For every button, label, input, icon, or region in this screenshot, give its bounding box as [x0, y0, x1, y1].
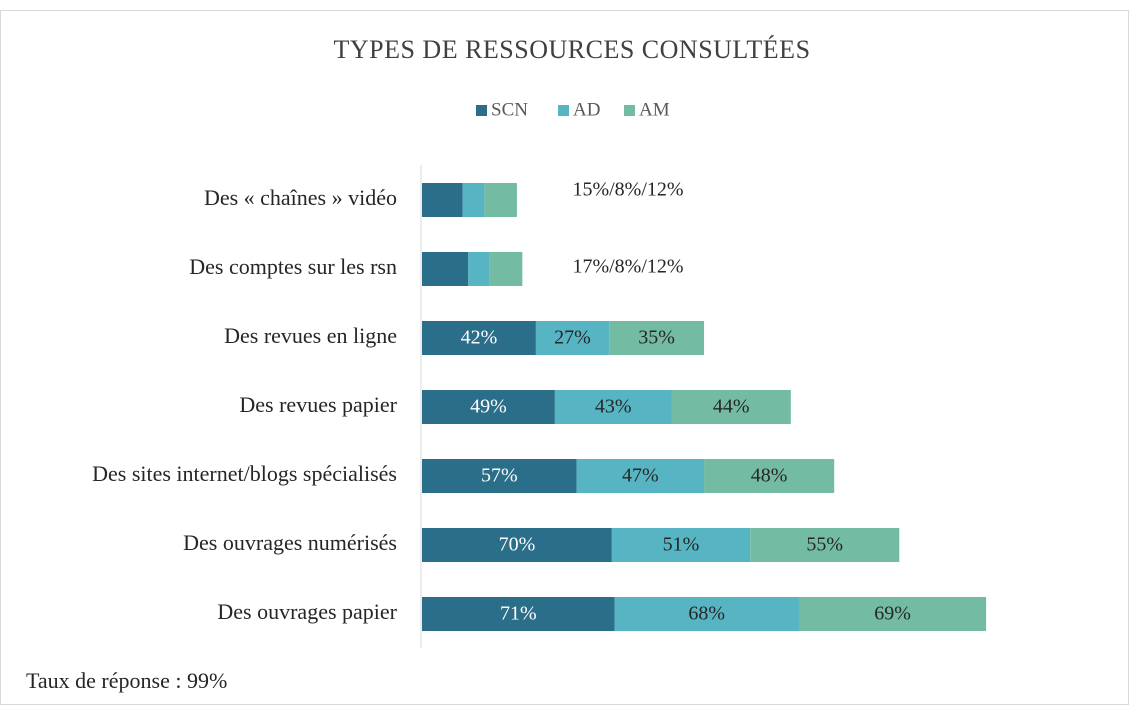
legend-label: AD — [573, 99, 600, 120]
value-label: 43% — [595, 396, 632, 418]
category-label: Des « chaînes » vidéo — [204, 185, 397, 210]
bar-segment — [422, 252, 469, 286]
bar-segment — [671, 390, 791, 424]
category-label: Des revues papier — [239, 392, 397, 417]
bar-segment — [614, 597, 799, 631]
bar-segment — [576, 459, 705, 493]
value-label: 51% — [663, 534, 700, 556]
bar-segment — [422, 390, 555, 424]
value-label: 68% — [688, 603, 725, 625]
bar-segment — [484, 183, 517, 217]
value-label: 70% — [499, 534, 536, 556]
category-label: Des comptes sur les rsn — [189, 254, 397, 279]
bar-segment — [611, 528, 751, 562]
value-label: 35% — [638, 327, 675, 349]
bar-segment — [535, 321, 610, 355]
value-label: 27% — [554, 327, 591, 349]
legend-label: SCN — [491, 99, 528, 120]
category-label: Des ouvrages numérisés — [183, 530, 397, 555]
legend-swatch — [558, 105, 569, 116]
value-label: 57% — [481, 465, 518, 487]
chart-title: TYPES DE RESSOURCES CONSULTÉES — [333, 35, 810, 64]
bar-segment — [468, 252, 490, 286]
bar-segment — [422, 183, 463, 217]
value-label: 48% — [751, 465, 788, 487]
bar-segment — [704, 459, 835, 493]
bar-segment — [798, 597, 987, 631]
note: Taux de réponse : 99% — [26, 668, 227, 693]
value-label: 44% — [713, 396, 750, 418]
value-label: 69% — [874, 603, 911, 625]
value-label: 55% — [806, 534, 843, 556]
bar-segment — [750, 528, 900, 562]
bar-segment — [489, 252, 523, 286]
bar-segment — [422, 459, 577, 493]
legend-swatch — [624, 105, 635, 116]
legend-label: AM — [639, 99, 670, 120]
value-label: 42% — [461, 327, 498, 349]
bar-segment — [422, 597, 615, 631]
category-label: Des sites internet/blogs spécialisés — [92, 461, 397, 486]
legend-swatch — [476, 105, 487, 116]
bar-segment — [462, 183, 485, 217]
category-label: Des ouvrages papier — [217, 599, 397, 624]
outside-label: 17%/8%/12% — [572, 256, 683, 278]
value-label: 47% — [622, 465, 659, 487]
category-label: Des revues en ligne — [224, 323, 397, 348]
bar-segment — [422, 528, 612, 562]
value-label: 71% — [500, 603, 537, 625]
bar-segment — [422, 321, 536, 355]
bar-segment — [609, 321, 705, 355]
bar-segment — [554, 390, 672, 424]
value-label: 49% — [470, 396, 507, 418]
outside-label: 15%/8%/12% — [572, 179, 683, 201]
